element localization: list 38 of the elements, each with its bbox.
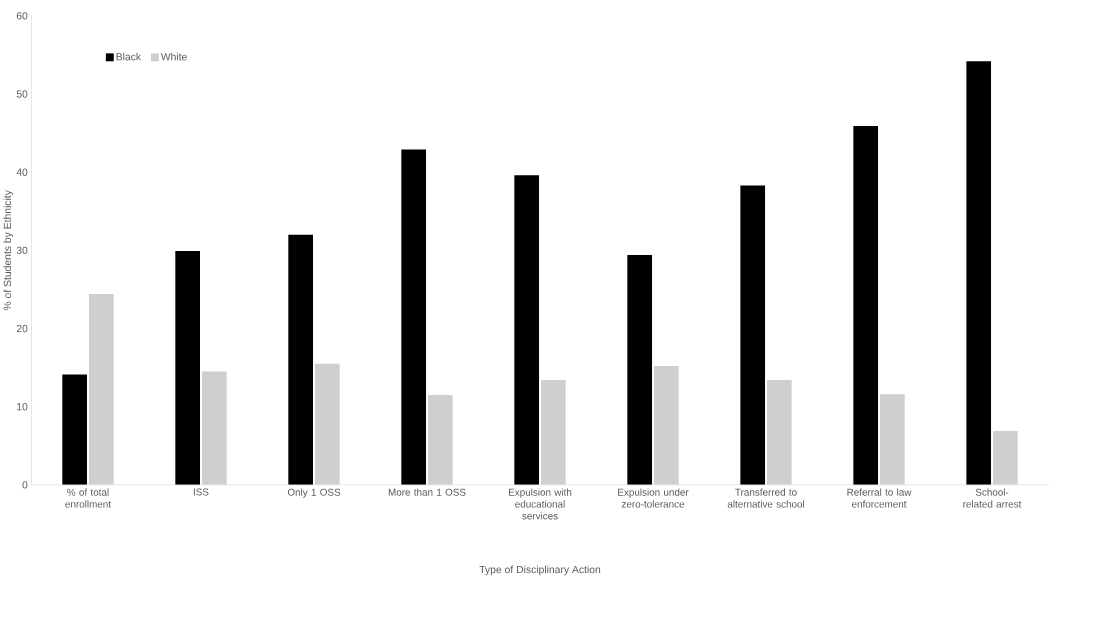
bar (993, 430, 1018, 485)
x-tick-label: % of total enrollment (65, 488, 111, 508)
bar (88, 294, 114, 485)
bar (767, 380, 792, 485)
bar (880, 394, 905, 485)
bar (514, 175, 540, 485)
x-tick-label: More than 1 OSS (388, 488, 466, 496)
y-tick-label: 50 (16, 90, 28, 98)
x-tick-label: Transferred to alternative school (727, 488, 805, 508)
y-axis-title: % of Students by Ethnicity (3, 190, 14, 311)
y-tick-label: 20 (16, 324, 28, 333)
x-tick-label: ISS (193, 488, 209, 496)
bar (966, 61, 992, 485)
bar (654, 366, 679, 485)
bar (288, 234, 314, 485)
bar (314, 363, 340, 485)
bar (627, 255, 653, 485)
legend-label: White (160, 52, 187, 61)
bar (541, 380, 566, 485)
y-tick-label: 40 (16, 168, 28, 176)
x-tick-label: School-related arrest (963, 488, 1022, 508)
x-tick-label: Only 1 OSS (287, 488, 341, 498)
bar (853, 126, 879, 485)
bar (427, 394, 453, 485)
bar (175, 251, 200, 485)
bar (740, 185, 766, 485)
y-tick-label: 60 (16, 12, 28, 20)
y-tick-label: 10 (17, 403, 28, 411)
y-tick-label: 30 (16, 246, 28, 254)
bar (201, 371, 227, 485)
bar (62, 374, 87, 485)
x-tick-label: Expulsion with educational services (508, 488, 572, 520)
y-tick-label: 0 (22, 481, 28, 489)
x-axis-title: Type of Disciplinary Action (479, 565, 601, 576)
legend-label: Black (116, 52, 142, 61)
x-tick-label: Referral to law enforcement (847, 488, 912, 508)
x-tick-label: Expulsion under zero-tolerance (618, 488, 689, 508)
bar (401, 149, 427, 485)
